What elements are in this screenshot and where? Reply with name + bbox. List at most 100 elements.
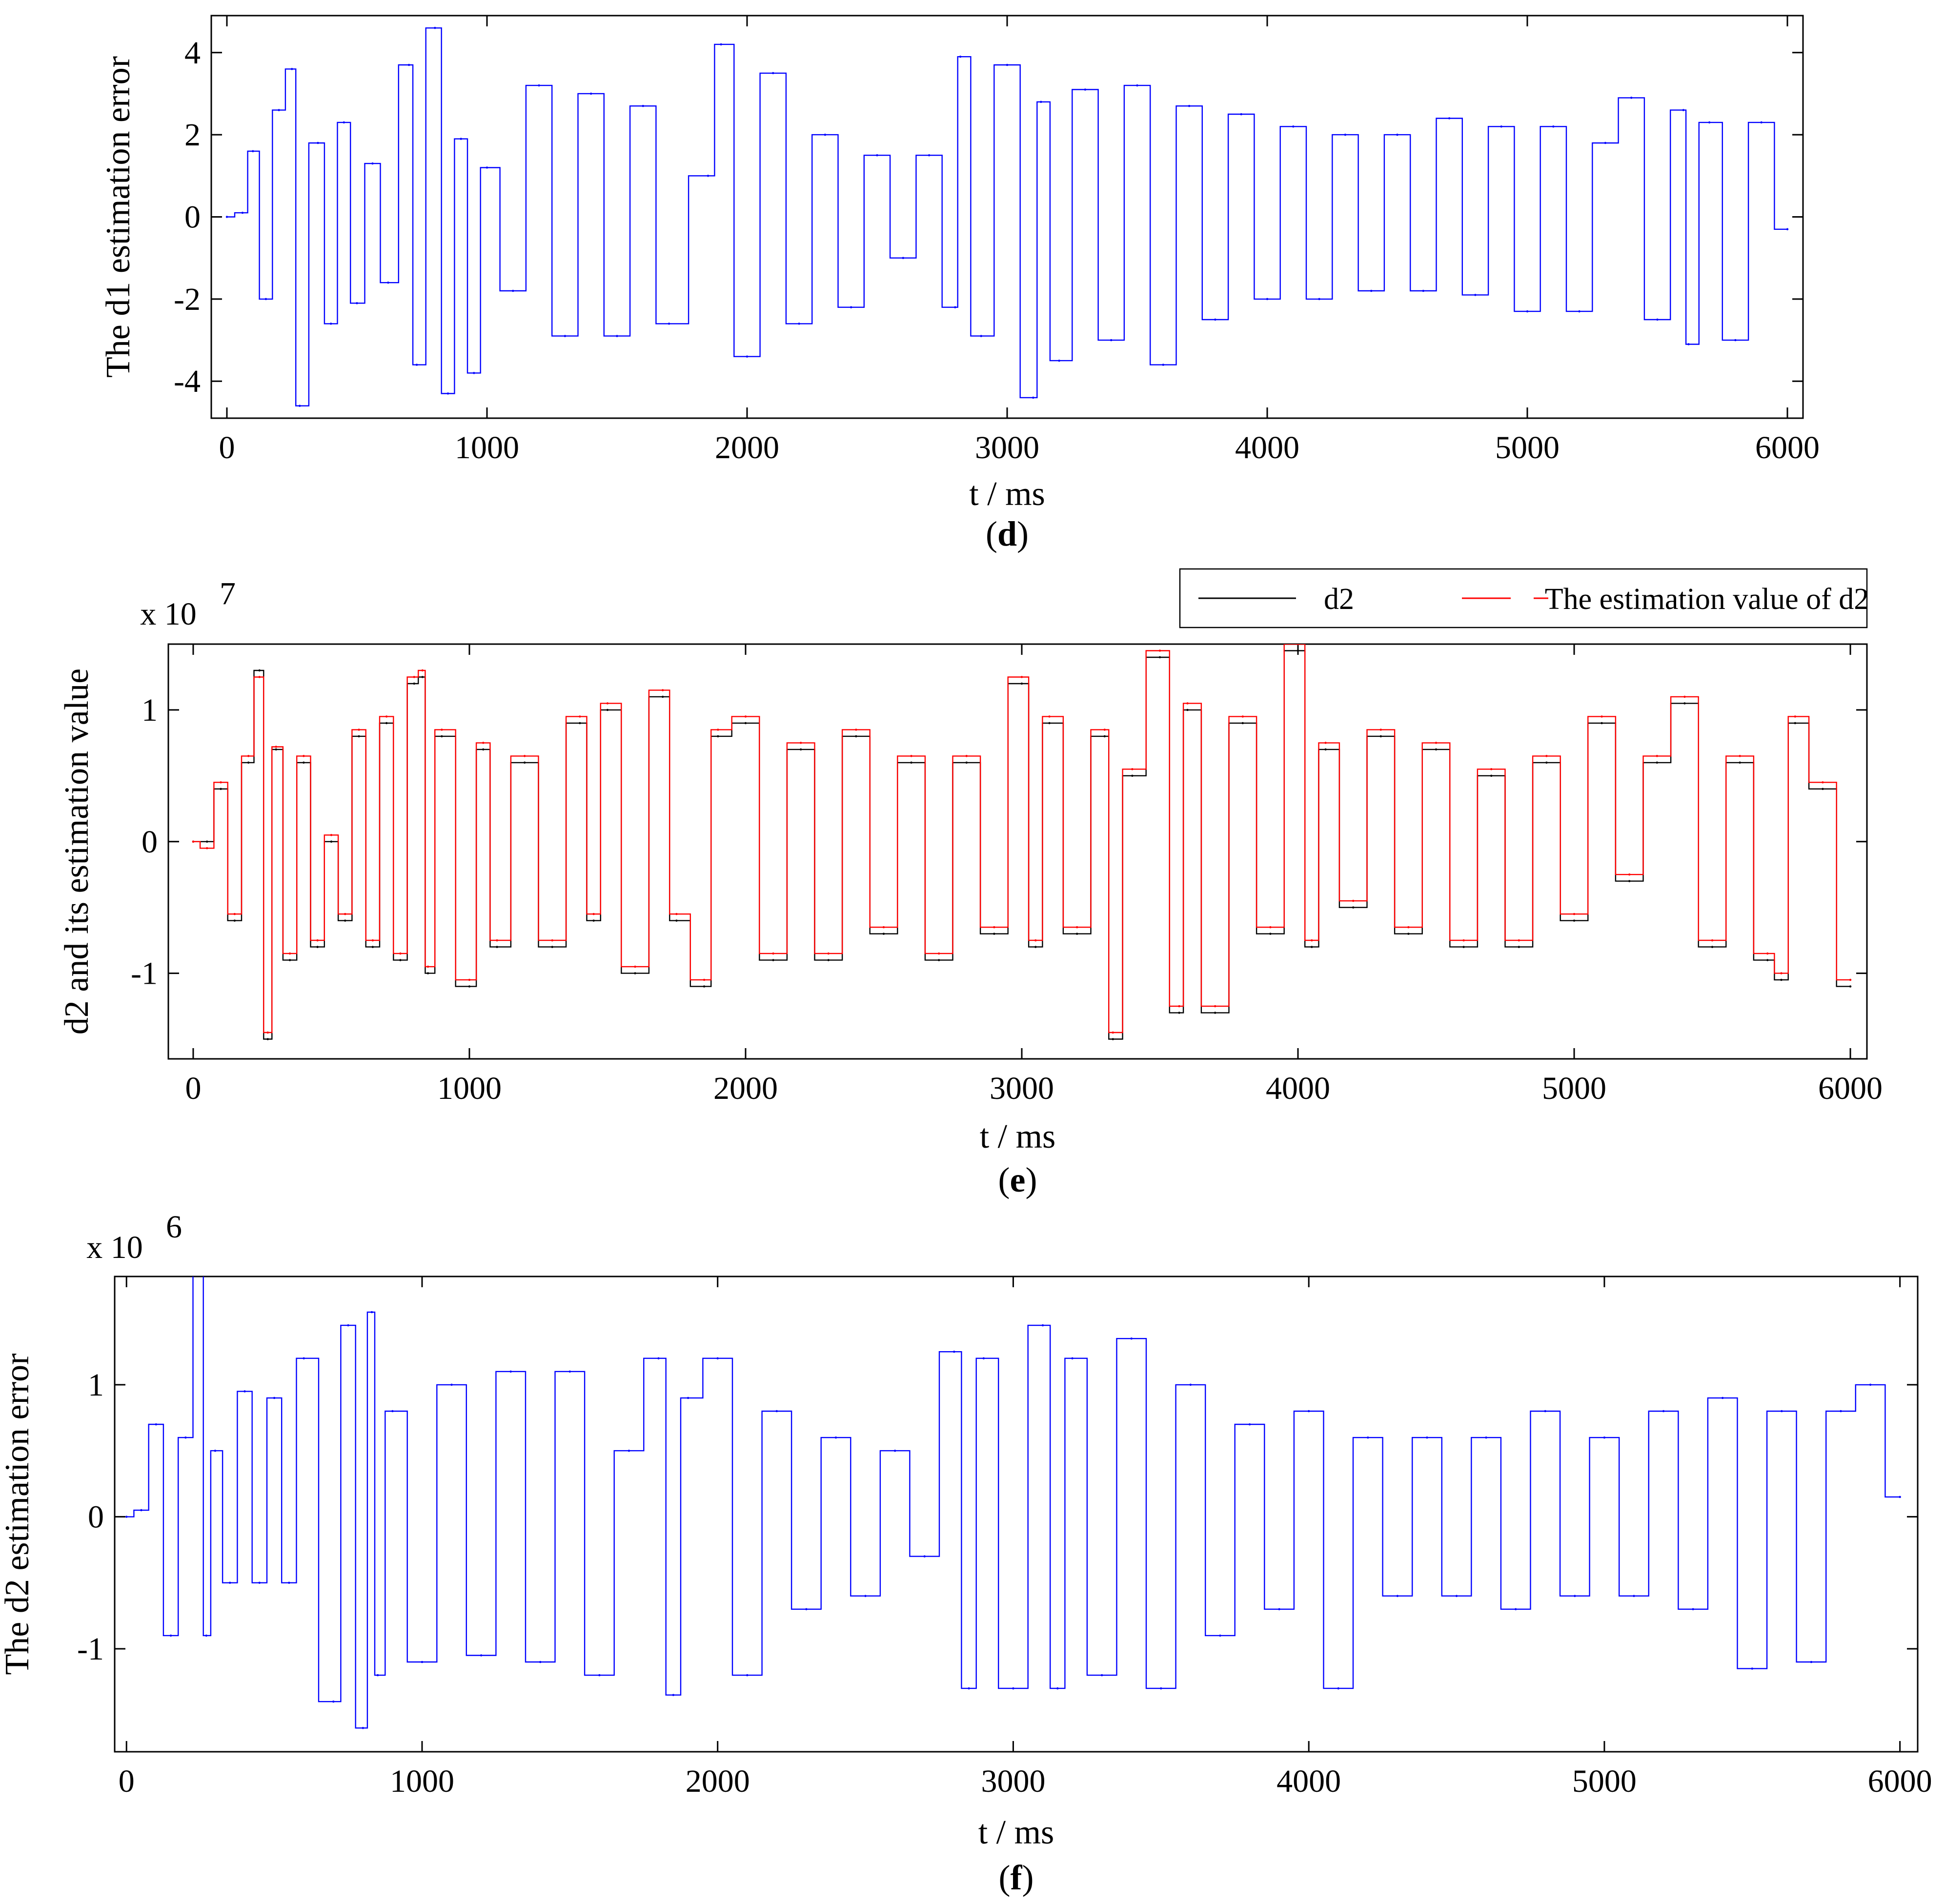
data-point: [1048, 715, 1051, 718]
data-point: [1490, 768, 1493, 770]
data-point: [592, 912, 595, 915]
data-point: [1485, 1436, 1487, 1439]
data-point: [1379, 729, 1382, 731]
data-point: [993, 932, 995, 935]
x-tick-label: 0: [185, 1071, 201, 1106]
data-point: [258, 676, 261, 678]
data-point: [1869, 1383, 1872, 1386]
data-point: [1751, 1667, 1753, 1670]
data-point: [1573, 912, 1576, 915]
data-point: [1426, 1436, 1428, 1439]
data-point: [1352, 906, 1355, 909]
x-axis-label: t / ms: [978, 1814, 1054, 1851]
data-point: [717, 729, 719, 731]
data-point: [1435, 748, 1438, 751]
data-point: [1518, 939, 1520, 942]
data-point: [220, 788, 222, 790]
data-point: [1603, 1436, 1606, 1439]
plot-frame: [114, 1276, 1919, 1753]
data-point: [703, 985, 706, 988]
data-point: [1075, 932, 1078, 935]
data-point: [1633, 1595, 1635, 1597]
data-point: [303, 1357, 305, 1359]
data-point: [1034, 939, 1037, 942]
data-point: [1178, 1012, 1180, 1014]
panel-label: (f): [999, 1858, 1034, 1897]
data-point: [317, 142, 319, 144]
y-tick-label: 2: [184, 117, 201, 153]
y-tick-label: 0: [88, 1499, 104, 1535]
data-point: [1601, 715, 1603, 718]
data-point: [910, 761, 912, 764]
data-point: [1040, 101, 1042, 103]
data-point: [441, 735, 443, 738]
data-point: [385, 722, 388, 725]
data-point: [1100, 1674, 1103, 1677]
series-line-primary: [126, 1276, 1900, 1729]
data-point: [551, 946, 553, 948]
data-point: [1006, 63, 1009, 66]
data-point: [628, 1449, 630, 1452]
data-point: [1662, 1410, 1665, 1413]
data-point: [717, 735, 719, 738]
data-point: [184, 1436, 187, 1439]
data-point: [421, 669, 424, 672]
data-point: [1269, 926, 1272, 929]
x-tick-label: 5000: [1542, 1071, 1606, 1106]
data-point: [1780, 972, 1783, 974]
data-point: [1219, 1634, 1221, 1637]
data-point: [1822, 781, 1824, 784]
data-point: [1178, 1005, 1180, 1008]
data-point: [1630, 97, 1633, 99]
data-point: [1628, 880, 1631, 882]
data-point: [703, 978, 706, 981]
x-tick-label: 4000: [1276, 1763, 1341, 1799]
data-point: [876, 154, 878, 157]
data-point: [329, 323, 332, 325]
data-point: [1189, 1383, 1192, 1386]
data-point: [551, 939, 553, 942]
data-point: [220, 781, 222, 784]
data-point: [579, 722, 581, 725]
data-point: [1514, 1608, 1517, 1610]
data-point: [1311, 946, 1313, 948]
axis-exponent-power: 6: [166, 1209, 182, 1245]
data-point: [539, 1661, 542, 1663]
data-point: [882, 932, 885, 935]
data-point: [1822, 788, 1824, 790]
data-point: [288, 1581, 290, 1584]
data-point: [1422, 289, 1425, 292]
x-tick-label: 1000: [390, 1763, 454, 1799]
data-point: [291, 68, 293, 70]
data-point: [579, 715, 581, 718]
data-point: [332, 1700, 335, 1703]
x-tick-label: 6000: [1755, 430, 1820, 466]
data-point: [798, 323, 800, 325]
series-line-primary: [227, 27, 1787, 406]
data-point: [480, 1654, 483, 1657]
data-point: [902, 257, 904, 259]
data-point: [834, 1436, 837, 1439]
data-point: [1656, 761, 1659, 764]
panel-label: (e): [998, 1160, 1037, 1199]
data-point: [1307, 1410, 1310, 1413]
data-point: [1352, 899, 1355, 902]
data-point: [486, 166, 488, 169]
y-tick-label: 4: [184, 35, 201, 71]
data-point: [1241, 715, 1244, 718]
data-point: [824, 133, 827, 136]
data-point: [675, 919, 678, 922]
data-point: [1739, 755, 1741, 757]
data-point: [233, 919, 236, 922]
data-point: [316, 939, 319, 942]
y-tick-label: -4: [174, 364, 201, 399]
data-point: [344, 919, 346, 922]
data-point: [937, 952, 940, 955]
data-point: [1474, 294, 1477, 296]
data-point: [1711, 939, 1714, 942]
data-point: [1407, 932, 1410, 935]
x-tick-label: 3000: [981, 1763, 1045, 1799]
data-point: [1084, 88, 1087, 91]
data-point: [1048, 722, 1051, 725]
data-point: [744, 715, 747, 718]
